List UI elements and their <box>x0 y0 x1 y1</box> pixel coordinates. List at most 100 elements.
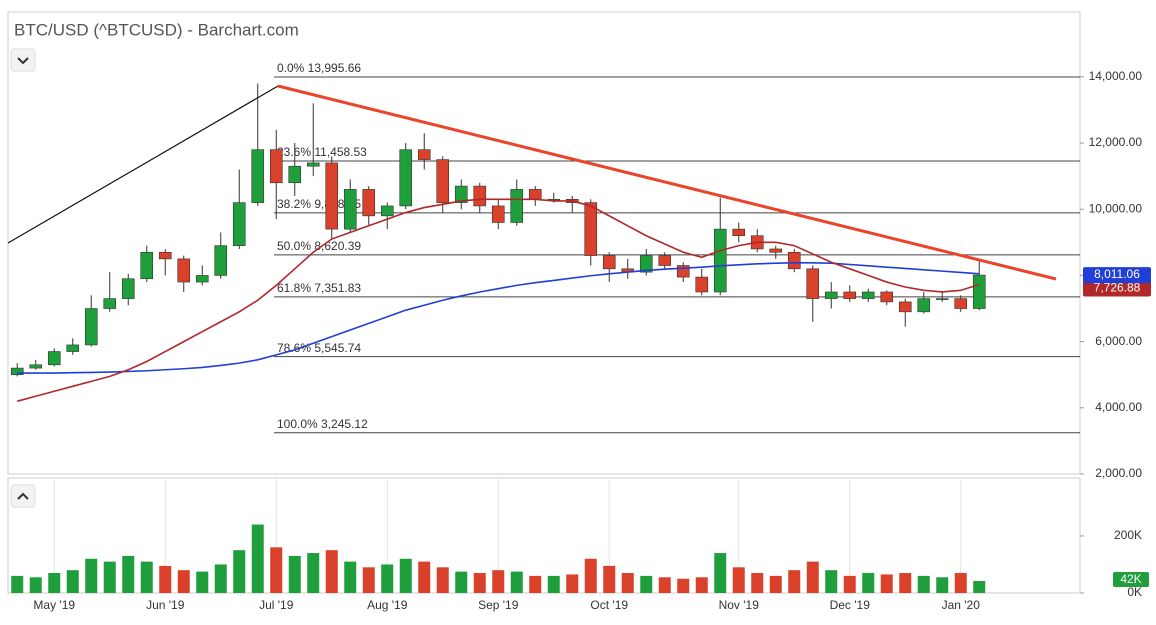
candle-body <box>584 202 598 256</box>
candle-body <box>158 251 172 260</box>
volume-bar <box>788 570 801 593</box>
volume-bar <box>973 581 986 593</box>
candle-body <box>954 298 968 309</box>
x-tick-label: May '19 <box>33 598 75 612</box>
candle-body <box>454 185 468 203</box>
volume-bar <box>85 558 98 593</box>
fib-label: 38.2% 9,888.95 <box>277 197 361 211</box>
fib-label: 78.6% 5,545.74 <box>277 341 361 355</box>
candle-body <box>47 351 61 366</box>
candle-body <box>639 255 653 273</box>
x-tick-label: Oct '19 <box>590 598 628 612</box>
volume-bar <box>473 573 486 593</box>
x-tick-label: Aug '19 <box>367 598 408 612</box>
candle-body <box>362 189 376 217</box>
volume-bar <box>418 561 431 593</box>
volume-bar <box>399 558 412 593</box>
candle-body <box>251 149 265 203</box>
volume-bar <box>584 558 597 593</box>
candle-body <box>343 189 357 230</box>
volume-bar <box>547 575 560 593</box>
volume-bar <box>214 564 227 593</box>
volume-y-tick-label: 0K <box>1127 585 1142 599</box>
candle-body <box>66 344 80 352</box>
y-tick-label: 12,000.00 <box>1089 135 1143 149</box>
x-tick-label: Jan '20 <box>942 598 981 612</box>
volume-bar <box>196 571 209 593</box>
volume-bar <box>695 577 708 593</box>
y-tick-label: 6,000.00 <box>1095 334 1142 348</box>
candle-body <box>602 255 616 270</box>
price-tag-label: 8,011.06 <box>1094 267 1140 281</box>
candle-body <box>695 276 709 293</box>
volume-y-tick-label: 200K <box>1114 528 1142 542</box>
volume-bar <box>529 575 542 593</box>
price-pane <box>7 11 1081 475</box>
volume-bar <box>455 571 468 593</box>
candle-body <box>898 301 912 313</box>
price-tag <box>1083 280 1151 297</box>
volume-bar <box>677 578 690 593</box>
volume-bar <box>769 575 782 593</box>
candle-body <box>140 251 154 280</box>
volume-bar <box>751 573 764 593</box>
expand-button[interactable] <box>10 484 36 508</box>
moving-average <box>17 198 980 402</box>
candle-body <box>269 149 283 184</box>
x-tick-label: Sep '19 <box>478 598 519 612</box>
fib-label: 61.8% 7,351.83 <box>277 281 361 295</box>
volume-bar <box>825 570 838 593</box>
chart-title: BTC/USD (^BTCUSD) - Barchart.com <box>14 20 299 39</box>
volume-bar <box>510 571 523 593</box>
x-tick-label: Jun '19 <box>146 598 185 612</box>
volume-bar <box>658 577 671 593</box>
volume-bar <box>917 575 930 593</box>
candle-body <box>10 367 24 376</box>
candle-body <box>787 251 801 270</box>
moving-average <box>17 262 980 374</box>
volume-bar <box>880 574 893 593</box>
candle-body <box>824 291 838 299</box>
volume-bar <box>103 561 116 593</box>
volume-bar <box>344 561 357 593</box>
candle-body <box>399 149 413 207</box>
volume-bar <box>122 555 135 593</box>
volume-bar <box>325 550 338 593</box>
x-tick-label: Nov '19 <box>719 598 760 612</box>
volume-bar <box>29 577 42 593</box>
candle-body <box>380 205 394 217</box>
volume-bar <box>862 573 875 593</box>
candle-body <box>843 291 857 299</box>
candle-body <box>84 308 98 346</box>
candle-body <box>195 275 209 283</box>
volume-bar <box>640 575 653 593</box>
volume-bar <box>732 567 745 593</box>
candle-body <box>917 298 931 313</box>
candle-body <box>676 265 690 278</box>
volume-bar <box>603 565 616 593</box>
fib-label: 100.0% 3,245.12 <box>277 417 368 431</box>
volume-bar <box>159 565 172 593</box>
volume-bar <box>899 573 912 593</box>
volume-bar <box>270 547 283 593</box>
candle-body <box>491 205 505 223</box>
price-tag-label: 7,726.88 <box>1094 281 1141 295</box>
volume-bar <box>11 575 24 593</box>
volume-bar <box>492 570 505 593</box>
volume-bar <box>288 555 301 593</box>
volume-bar <box>954 573 967 593</box>
x-tick-label: Dec '19 <box>830 598 871 612</box>
volume-bar <box>843 575 856 593</box>
volume-bar <box>381 564 394 593</box>
collapse-button[interactable] <box>10 48 36 72</box>
volume-bar <box>621 573 634 593</box>
candle-body <box>769 248 783 253</box>
fib-label: 23.6% 11,458.53 <box>277 145 367 159</box>
volume-bar <box>66 570 79 593</box>
volume-bar <box>177 570 190 593</box>
volume-bar <box>714 553 727 593</box>
candle-body <box>658 255 672 266</box>
volume-tag <box>1113 572 1149 587</box>
candle-body <box>861 291 875 299</box>
candle-body <box>306 162 320 167</box>
